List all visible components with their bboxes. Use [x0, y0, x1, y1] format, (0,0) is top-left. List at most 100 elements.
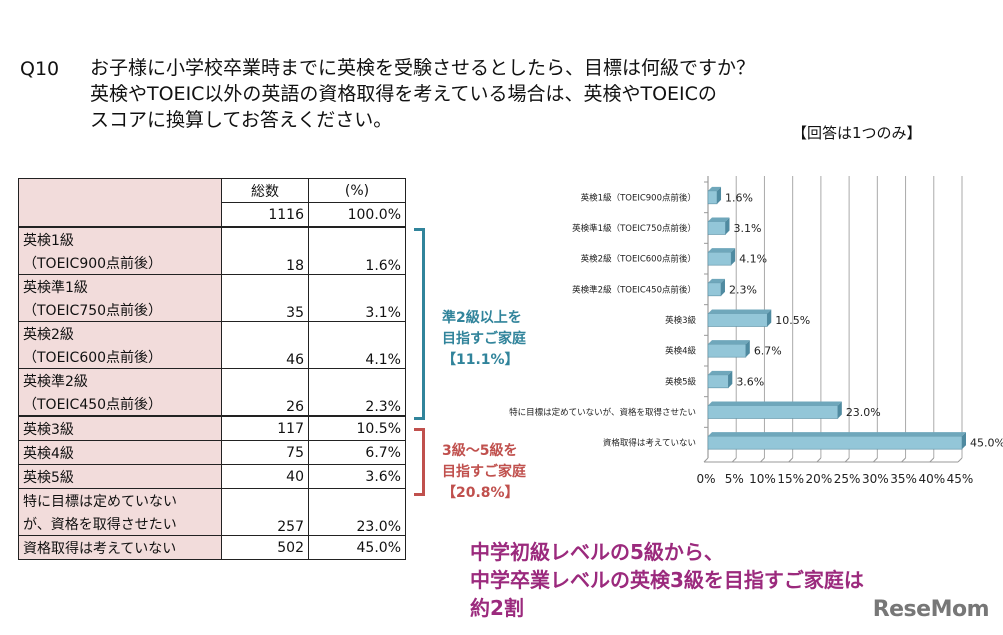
annotation-line: 【11.1%】	[442, 352, 519, 368]
bar-top	[708, 370, 733, 375]
table-row: 資格取得は考えていない 502 45.0%	[18, 535, 406, 560]
category-label: 英検5級	[665, 376, 696, 387]
data-label: 6.7%	[754, 345, 782, 358]
row-label: 英検準2級	[18, 368, 222, 392]
tick-label: 15%	[777, 472, 804, 486]
bar	[707, 282, 722, 297]
row-label-sub: （TOEIC900点前後）	[18, 251, 222, 275]
bar	[707, 190, 718, 205]
tick-label: 45%	[947, 472, 974, 486]
floor-tick	[703, 457, 709, 463]
row-count: 40	[221, 464, 309, 489]
conclusion-line: 中学初級レベルの5級から、	[470, 540, 724, 564]
annotation-line: 【20.8%】	[442, 485, 519, 501]
bar	[707, 343, 747, 358]
bar-side	[731, 248, 736, 266]
row-label: 資格取得は考えていない	[18, 535, 222, 560]
category-label: 英検準1級（TOEIC750点前後）	[572, 223, 696, 234]
tick-label: 0%	[696, 472, 715, 486]
question-line: 英検やTOEIC以外の英語の資格取得を考えている場合は、英検やTOEICの	[90, 83, 717, 105]
row-label: 英検3級	[18, 415, 222, 441]
row-label: 英検2級	[18, 321, 222, 345]
row-count: 502	[221, 535, 309, 560]
bar-side	[717, 186, 722, 204]
table-row: 英検2級 46 4.1%	[18, 321, 406, 369]
tick-label: 5%	[725, 472, 744, 486]
data-label: 45.0%	[970, 437, 1003, 450]
row-count: 117	[221, 415, 309, 441]
floor-tick	[731, 457, 737, 463]
bar-side	[767, 309, 772, 327]
bar-side	[725, 217, 730, 235]
bar	[707, 374, 729, 389]
floor-tick	[844, 457, 850, 463]
row-count: 46	[221, 321, 309, 369]
row-label-sub: （TOEIC450点前後）	[18, 392, 222, 417]
answer-note: 【回答は1つのみ】	[792, 124, 922, 142]
results-table: 総数 (%) 1116 100.0% 英検1級 18 1.6% （TOEIC900点前後） 英検…	[18, 178, 406, 560]
bar-side	[837, 401, 842, 419]
table-row: 英検準1級 35 3.1%	[18, 274, 406, 322]
row-label: 英検1級	[18, 226, 222, 251]
header-blank	[18, 178, 222, 228]
row-label-sub: が、資格を取得させたい	[18, 512, 222, 536]
resemom-logo: ReseMom	[872, 597, 990, 622]
row-label: 英検準1級	[18, 274, 222, 298]
bar-top	[708, 432, 966, 437]
floor-tick	[929, 457, 935, 463]
row-count: 35	[221, 274, 309, 322]
data-label: 3.1%	[733, 222, 761, 235]
row-pct: 45.0%	[308, 535, 406, 560]
data-label: 4.1%	[739, 253, 767, 266]
question-number: Q10	[20, 58, 60, 80]
category-label: 英検準2級（TOEIC450点前後）	[572, 284, 696, 295]
data-label: 23.0%	[846, 406, 881, 419]
category-label: 英検2級（TOEIC600点前後）	[581, 254, 696, 265]
row-count: 75	[221, 440, 309, 465]
bar	[707, 221, 726, 235]
bar-top	[708, 309, 772, 314]
tick-label: 35%	[890, 472, 917, 486]
bar-top	[708, 340, 750, 345]
row-count: 257	[221, 488, 309, 536]
bracket-upper	[414, 228, 425, 420]
annotation-upper: 準2級以上を 目指すご家庭 【11.1%】	[442, 308, 526, 371]
row-pct: 4.1%	[308, 321, 406, 369]
question-text: お子様に小学校卒業時までに英検を受験させるとしたら、目標は何級ですか？ 英検やT…	[90, 55, 755, 133]
annotation-line: 目指すご家庭	[442, 331, 526, 347]
tick-label: 10%	[749, 472, 776, 486]
total-count: 1116	[221, 202, 309, 228]
annotation-line: 準2級以上を	[442, 310, 522, 326]
floor-tick	[816, 457, 822, 463]
row-label-sub: （TOEIC600点前後）	[18, 345, 222, 369]
row-pct: 3.1%	[308, 274, 406, 322]
category-label: 英検3級	[665, 315, 696, 326]
bar-side	[745, 340, 750, 358]
row-label-sub: （TOEIC750点前後）	[18, 298, 222, 322]
header-count: 総数	[221, 178, 309, 203]
floor-tick	[872, 457, 878, 463]
conclusion-line: 約2割	[470, 596, 524, 620]
floor-tick	[760, 457, 765, 463]
row-pct: 1.6%	[308, 226, 406, 275]
bar-top	[708, 217, 730, 222]
table-row: 英検5級 40 3.6%	[18, 464, 406, 489]
data-label: 10.5%	[775, 314, 810, 327]
tick-label: 30%	[862, 472, 889, 486]
bar-side	[720, 278, 725, 296]
floor-tick	[901, 457, 906, 463]
floor-tick	[788, 457, 794, 463]
tick-label: 20%	[806, 472, 833, 486]
bar	[707, 313, 768, 327]
bar-top	[708, 401, 842, 406]
row-label: 特に目標は定めていない	[18, 488, 222, 512]
table-row: 英検1級 18 1.6%	[18, 226, 406, 275]
bar-side	[962, 432, 966, 450]
floor-tick	[957, 457, 963, 463]
bar-top	[708, 278, 725, 283]
tick-label: 25%	[834, 472, 861, 486]
row-label: 英検5級	[18, 464, 222, 489]
bar-top	[708, 248, 736, 253]
category-label: 英検1級（TOEIC900点前後）	[581, 192, 696, 203]
